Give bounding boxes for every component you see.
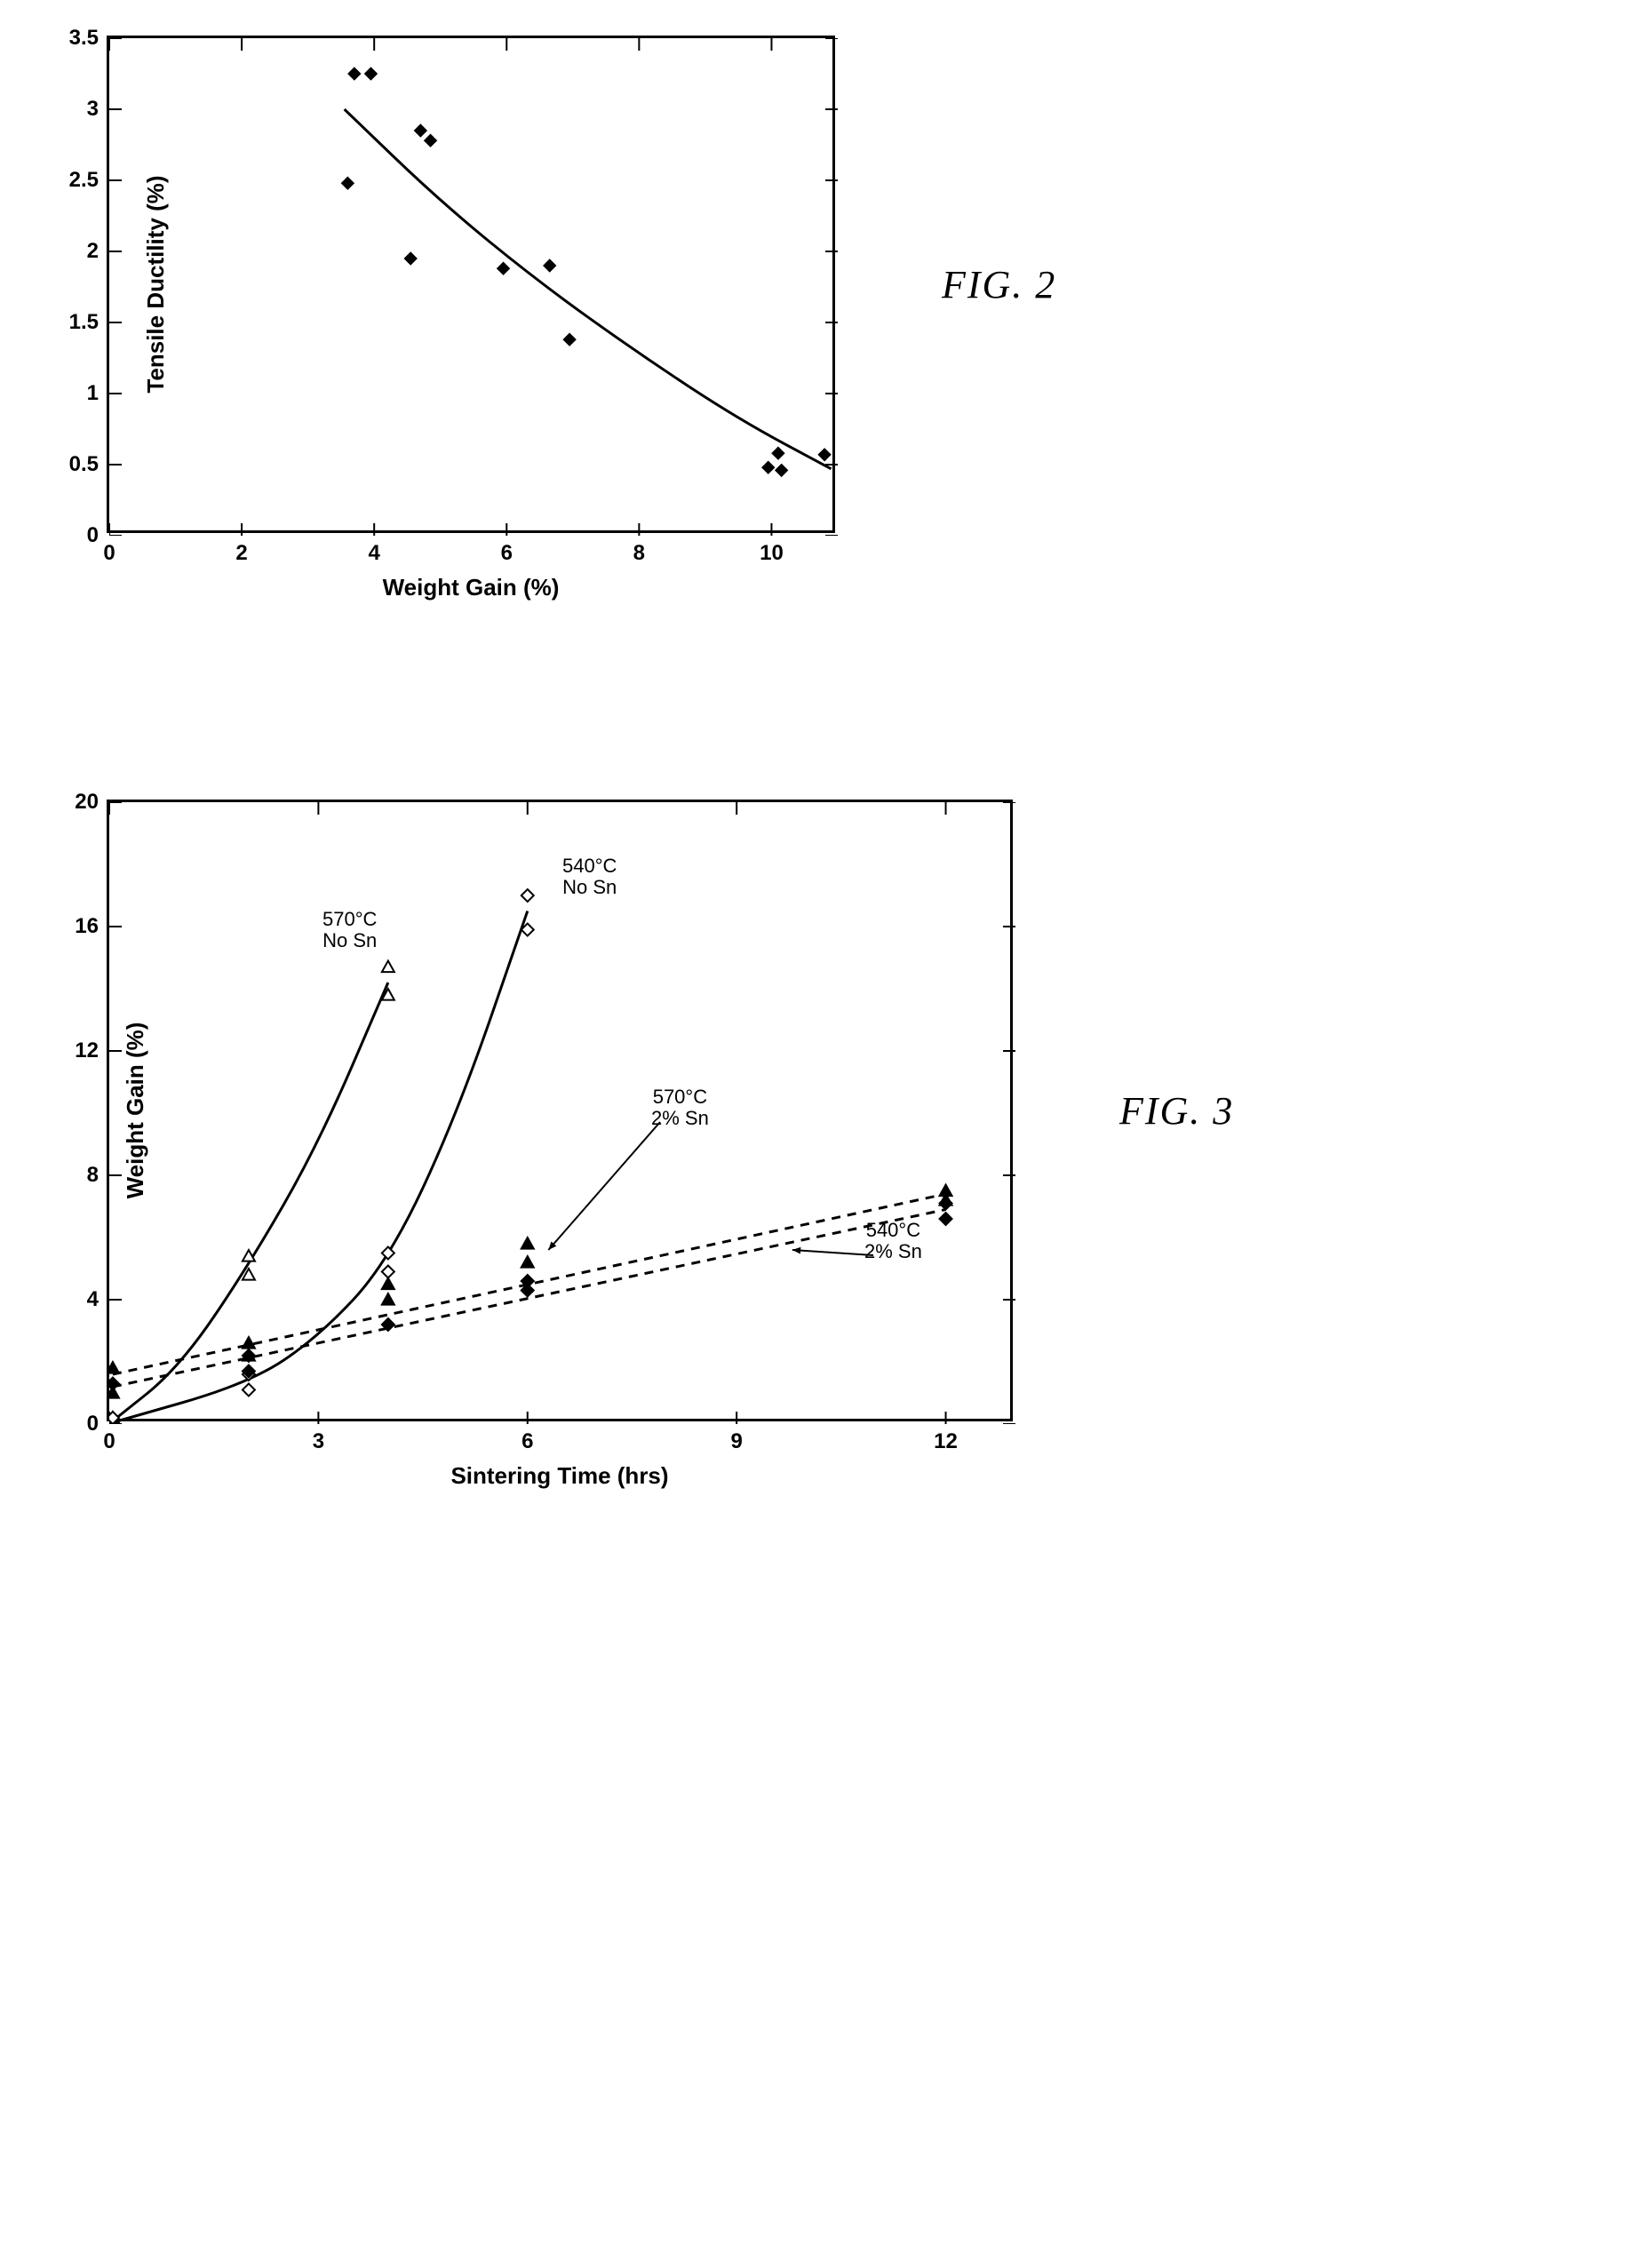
page: Tensile Ductility (%) Weight Gain (%) 00…	[36, 36, 1604, 1421]
fig3-xtick-label: 3	[313, 1429, 324, 1454]
fig3-annotation-540_2sn: 540°C2% Sn	[864, 1220, 922, 1262]
fig2-xtick-label: 8	[633, 541, 645, 566]
fig3-ytick-label: 4	[87, 1287, 99, 1312]
fig3-ytick-label: 16	[75, 914, 99, 939]
fig3-ytick-label: 0	[87, 1412, 99, 1436]
fig3-annotation-570_nosn: 570°CNo Sn	[322, 909, 377, 951]
fig2-chart: Tensile Ductility (%) Weight Gain (%) 00…	[107, 36, 835, 533]
fig3-ytick-label: 12	[75, 1039, 99, 1063]
fig2-svg	[109, 38, 838, 536]
fig2-ytick-label: 0	[87, 523, 99, 548]
fig2-ytick-label: 1	[87, 381, 99, 406]
fig2-xtick-label: 10	[760, 541, 784, 566]
fig3-ytick-label: 8	[87, 1163, 99, 1188]
fig3-ytick-label: 20	[75, 790, 99, 815]
fig3-xtick-label: 12	[934, 1429, 958, 1454]
figure-3-row: Weight Gain (%) Sintering Time (hrs) 048…	[36, 800, 1604, 1421]
fig3-ylabel: Weight Gain (%)	[122, 1023, 149, 1199]
fig2-ytick-label: 2.5	[69, 168, 99, 193]
fig2-ytick-label: 0.5	[69, 452, 99, 477]
fig3-annotation-570_2sn: 570°C2% Sn	[651, 1086, 709, 1129]
fig2-ytick-label: 1.5	[69, 310, 99, 335]
fig2-ylabel: Tensile Ductility (%)	[142, 175, 170, 393]
fig2-xtick-label: 0	[103, 541, 115, 566]
fig2-xtick-label: 4	[368, 541, 379, 566]
fig2-label: FIG. 2	[942, 262, 1056, 307]
figure-2-row: Tensile Ductility (%) Weight Gain (%) 00…	[36, 36, 1604, 533]
fig2-ytick-label: 3	[87, 97, 99, 122]
fig3-label: FIG. 3	[1119, 1088, 1234, 1134]
fig2-ytick-label: 2	[87, 239, 99, 264]
fig3-xtick-label: 0	[103, 1429, 115, 1454]
fig2-ytick-label: 3.5	[69, 26, 99, 51]
fig3-xtick-label: 9	[730, 1429, 742, 1454]
fig2-xtick-label: 6	[501, 541, 513, 566]
fig3-xlabel: Sintering Time (hrs)	[450, 1462, 668, 1490]
fig3-chart: Weight Gain (%) Sintering Time (hrs) 048…	[107, 800, 1013, 1421]
fig2-xtick-label: 2	[235, 541, 247, 566]
fig3-annotation-540_nosn: 540°CNo Sn	[562, 855, 617, 898]
fig3-xtick-label: 6	[521, 1429, 533, 1454]
fig2-xlabel: Weight Gain (%)	[383, 574, 560, 601]
